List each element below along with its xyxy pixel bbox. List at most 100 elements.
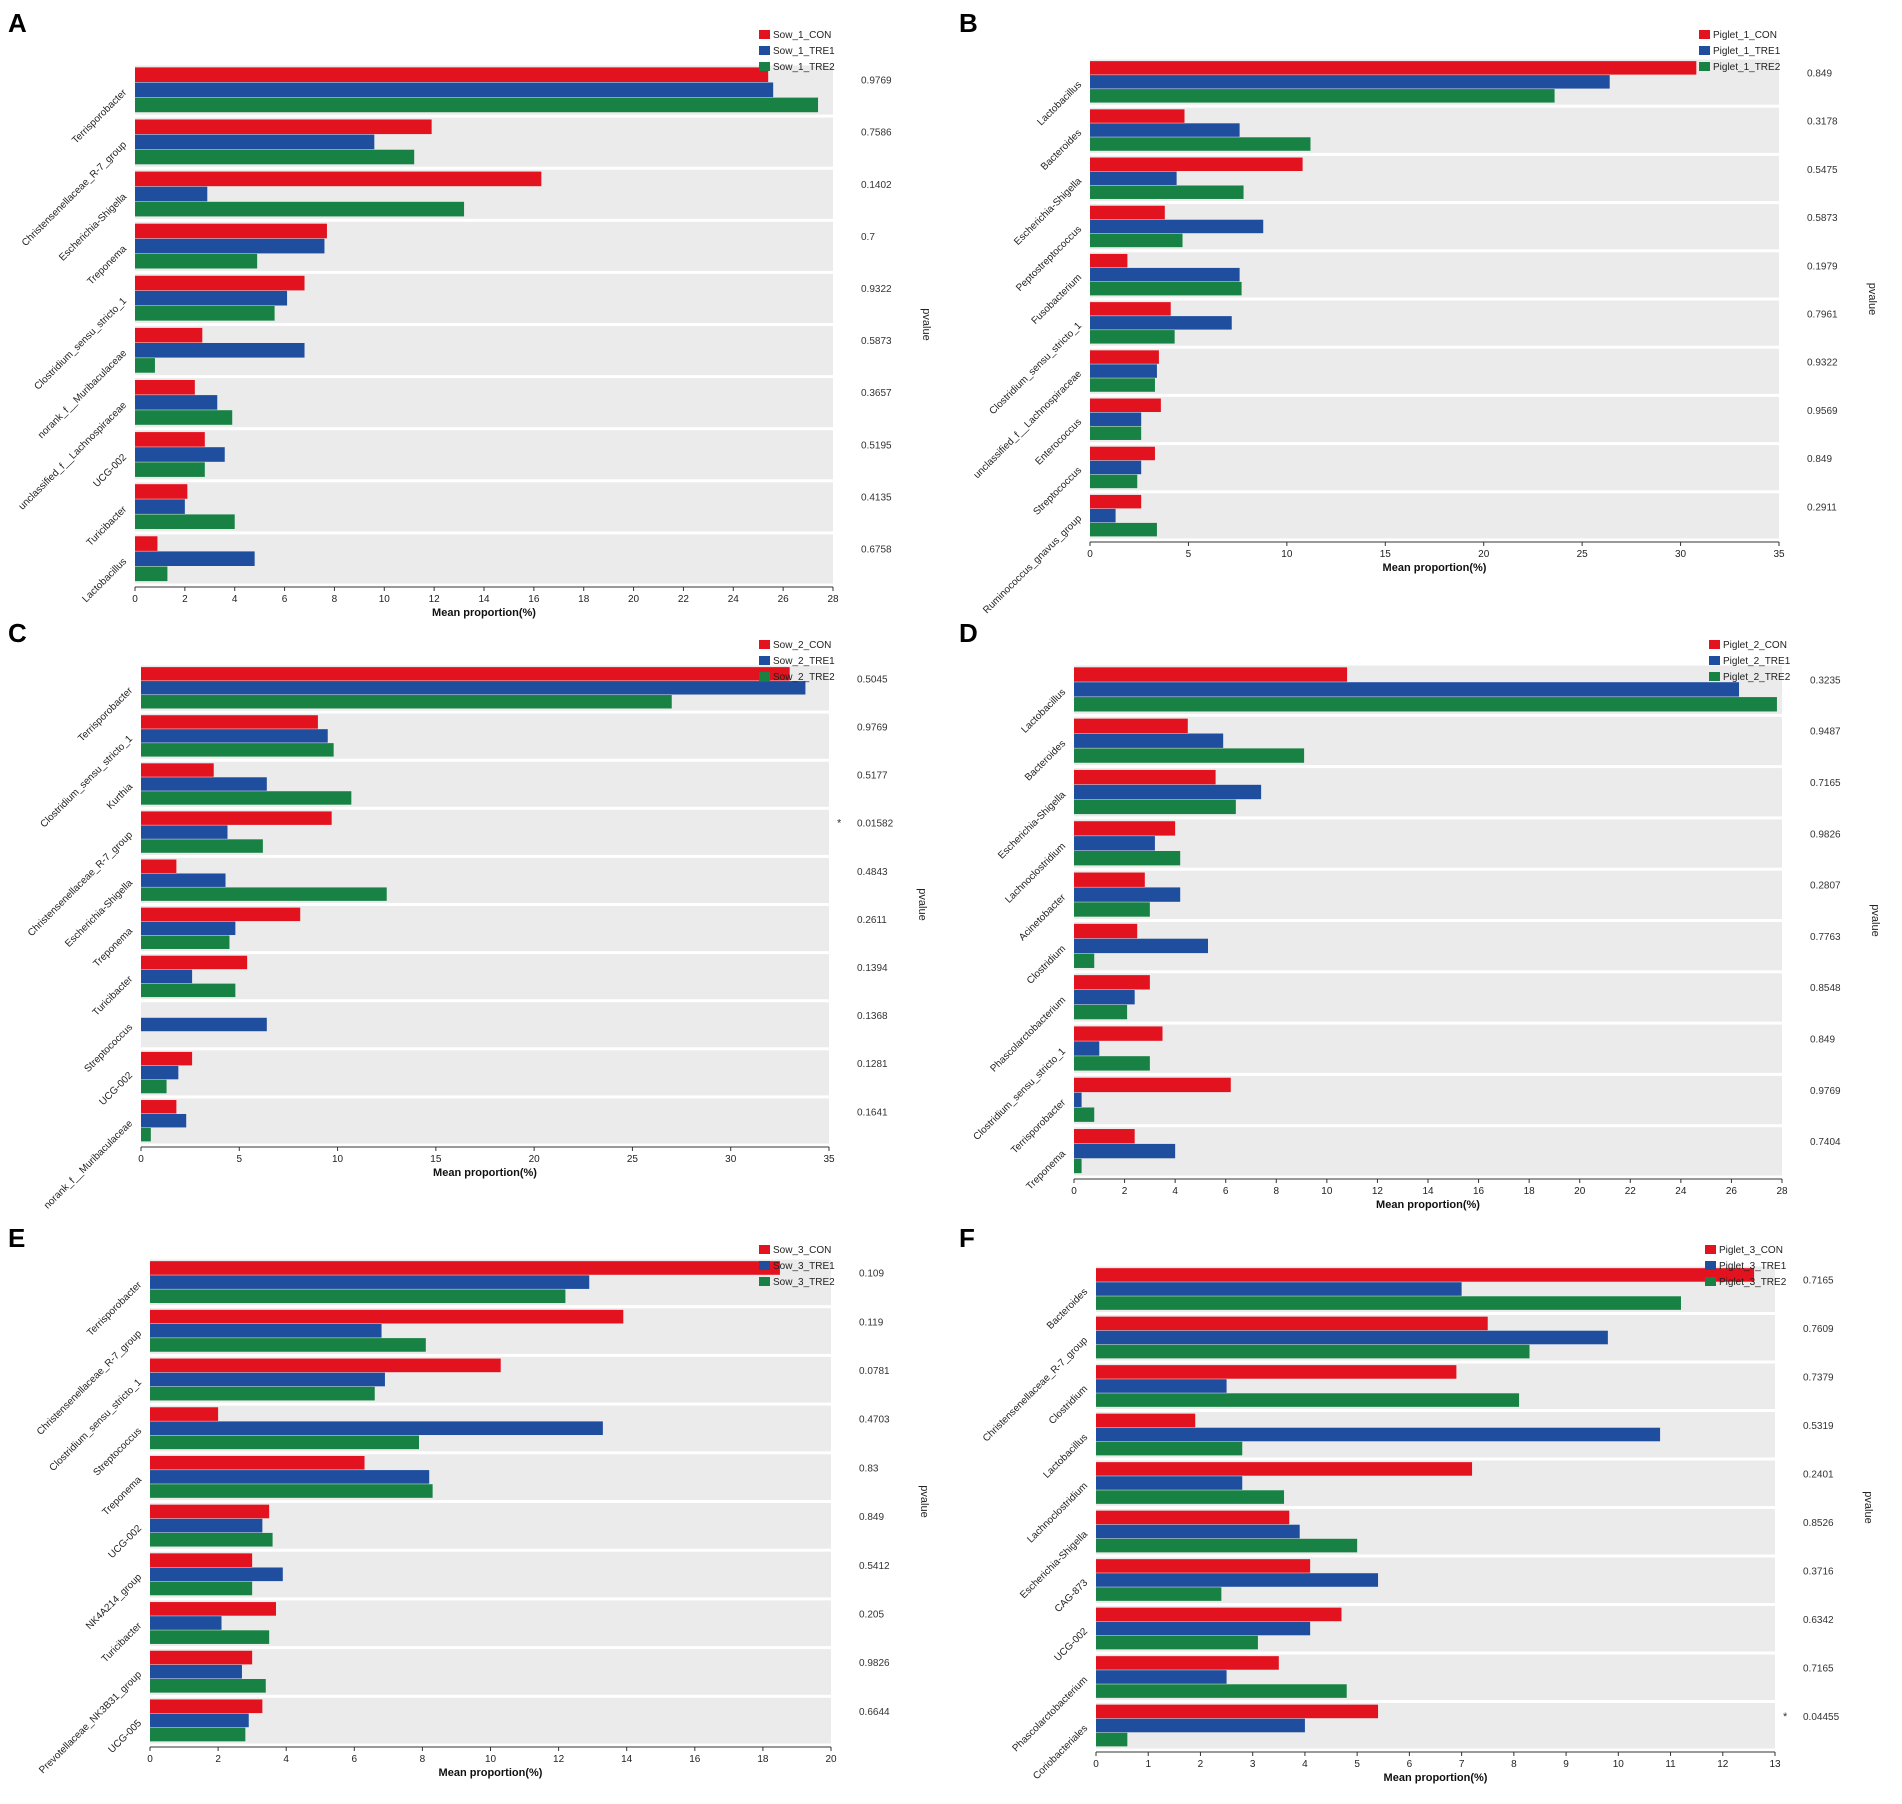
category-band bbox=[1074, 973, 1782, 1022]
x-tick-label: 4 bbox=[1172, 1186, 1178, 1197]
legend-swatch bbox=[759, 672, 770, 681]
legend-label: Sow_2_CON bbox=[773, 640, 831, 651]
category-label: Clostridium bbox=[1047, 1384, 1090, 1427]
bar-sow-1-tre1 bbox=[135, 82, 774, 98]
bar-piglet-2-tre1 bbox=[1074, 887, 1181, 902]
bar-sow-1-con bbox=[135, 223, 327, 239]
x-tick-label: 13 bbox=[1769, 1759, 1781, 1770]
panel-d: DLactobacillus0.3235Bacteroides0.9487Esc… bbox=[959, 618, 1881, 1211]
bar-sow-2-tre2 bbox=[141, 1079, 167, 1094]
pvalue-axis-title: pvalue bbox=[1862, 1491, 1874, 1523]
bar-sow-3-tre2 bbox=[150, 1338, 426, 1352]
category-label: UCG-005 bbox=[106, 1718, 144, 1756]
bar-sow-3-tre2 bbox=[150, 1289, 566, 1304]
bar-piglet-1-tre1 bbox=[1090, 171, 1177, 185]
bar-piglet-1-tre2 bbox=[1090, 137, 1311, 151]
bar-piglet-1-con bbox=[1090, 253, 1128, 268]
legend-swatch bbox=[1705, 1261, 1716, 1270]
bar-sow-1-con bbox=[135, 275, 305, 291]
x-tick-label: 11 bbox=[1665, 1759, 1676, 1770]
bar-piglet-1-con bbox=[1090, 398, 1161, 413]
category-label: Treponema bbox=[85, 243, 129, 287]
bar-sow-1-con bbox=[135, 432, 205, 447]
legend-label: Piglet_1_TRE2 bbox=[1713, 62, 1781, 73]
pvalue-axis-title: pvalue bbox=[1869, 904, 1881, 936]
category-label: Turicibacter bbox=[91, 974, 136, 1019]
category-label: norank_f__Muribaculaceae bbox=[42, 1118, 135, 1211]
bar-sow-2-con bbox=[141, 763, 214, 777]
bar-piglet-3-tre1 bbox=[1096, 1282, 1462, 1296]
x-tick-label: 14 bbox=[621, 1754, 633, 1765]
bar-sow-1-tre1 bbox=[135, 290, 288, 306]
pvalue-label: 0.7 bbox=[861, 232, 875, 243]
bar-piglet-1-con bbox=[1090, 109, 1185, 123]
category-label: Lactobacillus bbox=[1041, 1432, 1090, 1481]
x-tick-label: 16 bbox=[689, 1754, 701, 1765]
x-tick-label: 4 bbox=[1302, 1759, 1308, 1770]
panel-label: C bbox=[8, 618, 27, 648]
bar-piglet-2-tre1 bbox=[1074, 836, 1155, 851]
pvalue-label: 0.9826 bbox=[859, 1658, 890, 1669]
legend-label: Piglet_3_TRE2 bbox=[1719, 1277, 1787, 1288]
category-band bbox=[1090, 445, 1779, 491]
bar-piglet-3-con bbox=[1096, 1510, 1290, 1525]
bar-sow-3-tre2 bbox=[150, 1484, 433, 1498]
bar-sow-1-con bbox=[135, 484, 188, 499]
bar-piglet-3-con bbox=[1096, 1607, 1342, 1622]
bar-piglet-3-tre2 bbox=[1096, 1490, 1285, 1504]
x-tick-label: 14 bbox=[1422, 1186, 1434, 1197]
category-label: Clostridium_sensu_stricto_1 bbox=[48, 1377, 145, 1474]
bar-sow-1-con bbox=[135, 536, 158, 551]
category-band bbox=[150, 1697, 831, 1744]
legend-label: Sow_3_TRE1 bbox=[773, 1261, 835, 1272]
bar-piglet-1-tre2 bbox=[1090, 89, 1555, 103]
bar-piglet-3-tre1 bbox=[1096, 1379, 1227, 1393]
bar-piglet-2-tre2 bbox=[1074, 953, 1095, 968]
bar-sow-2-tre1 bbox=[141, 729, 328, 743]
pvalue-axis-title: pvalue bbox=[916, 888, 928, 920]
bar-sow-3-con bbox=[150, 1455, 365, 1470]
legend-label: Piglet_2_TRE1 bbox=[1723, 656, 1791, 667]
x-tick-label: 20 bbox=[825, 1754, 837, 1765]
bar-piglet-2-tre2 bbox=[1074, 1056, 1150, 1071]
pvalue-label: 0.01582 bbox=[857, 819, 894, 830]
bar-sow-1-con bbox=[135, 379, 195, 395]
bar-sow-1-tre1 bbox=[135, 134, 375, 150]
panel-label: F bbox=[959, 1223, 975, 1253]
x-tick-label: 18 bbox=[578, 594, 590, 605]
bar-piglet-3-tre1 bbox=[1096, 1330, 1608, 1345]
bar-sow-3-tre2 bbox=[150, 1679, 266, 1693]
bar-piglet-2-con bbox=[1074, 1077, 1231, 1093]
bar-sow-1-tre2 bbox=[135, 514, 235, 530]
bar-piglet-1-tre1 bbox=[1090, 123, 1240, 137]
x-tick-label: 14 bbox=[478, 594, 490, 605]
category-band bbox=[135, 378, 833, 428]
category-label: UCG-002 bbox=[106, 1523, 144, 1561]
bar-sow-3-tre1 bbox=[150, 1275, 590, 1289]
legend-label: Sow_2_TRE1 bbox=[773, 656, 835, 667]
x-tick-label: 15 bbox=[1380, 549, 1392, 560]
bar-piglet-3-con bbox=[1096, 1656, 1279, 1670]
legend-swatch bbox=[759, 656, 770, 665]
bar-sow-2-con bbox=[141, 955, 248, 970]
bar-piglet-3-tre1 bbox=[1096, 1476, 1243, 1490]
bar-sow-1-tre1 bbox=[135, 186, 208, 202]
pvalue-axis-title: pvalue bbox=[920, 308, 932, 340]
pvalue-label: 0.9569 bbox=[1807, 406, 1838, 417]
category-band bbox=[141, 1098, 829, 1144]
x-tick-label: 12 bbox=[1372, 1186, 1384, 1197]
bar-piglet-2-tre2 bbox=[1074, 1158, 1082, 1174]
bar-sow-3-con bbox=[150, 1407, 219, 1421]
bar-sow-2-tre2 bbox=[141, 791, 352, 805]
x-axis-title: Mean proportion(%) bbox=[1384, 1772, 1488, 1784]
bar-piglet-2-tre1 bbox=[1074, 682, 1740, 697]
bar-piglet-1-tre1 bbox=[1090, 219, 1264, 234]
legend-swatch bbox=[759, 62, 770, 71]
pvalue-label: 0.9769 bbox=[1810, 1086, 1841, 1097]
bar-piglet-3-tre2 bbox=[1096, 1393, 1520, 1407]
bar-sow-2-tre2 bbox=[141, 1127, 151, 1142]
pvalue-label: 0.9322 bbox=[1807, 358, 1838, 369]
x-tick-label: 22 bbox=[678, 594, 690, 605]
category-label: norank_f__Muribaculaceae bbox=[36, 348, 129, 441]
x-tick-label: 24 bbox=[728, 594, 740, 605]
